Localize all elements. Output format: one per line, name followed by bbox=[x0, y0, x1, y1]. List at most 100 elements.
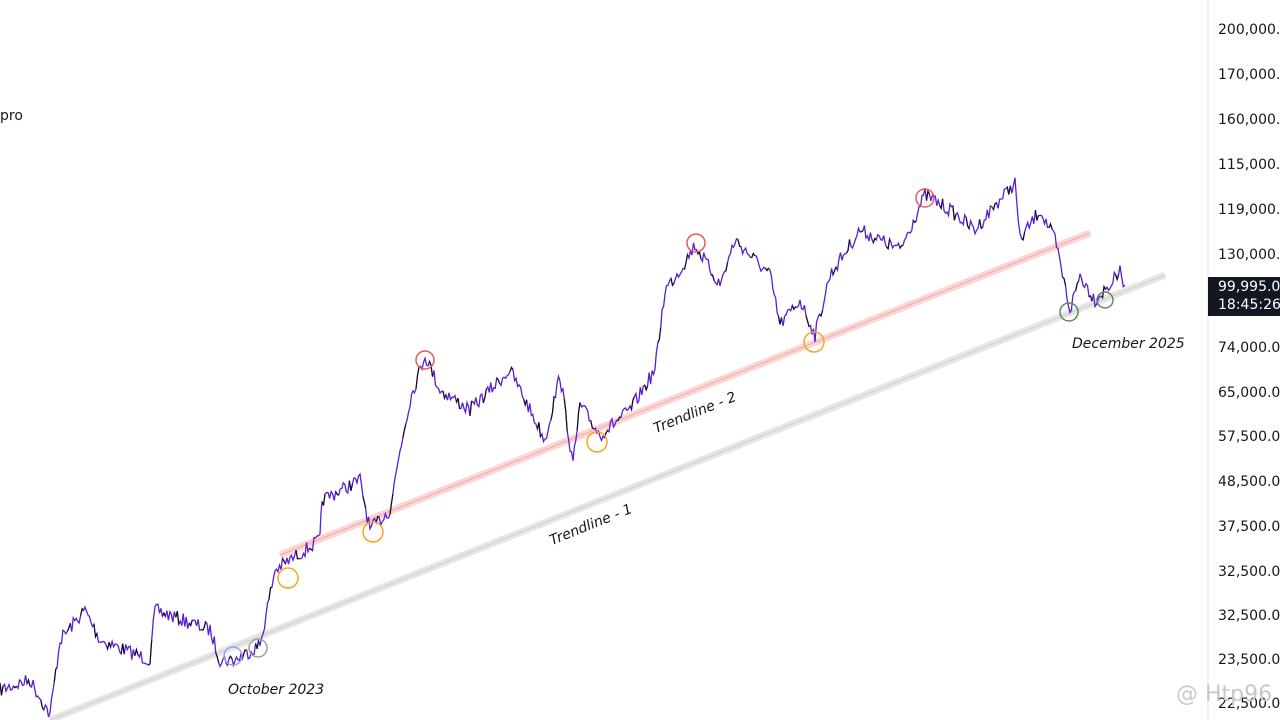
price-line bbox=[0, 177, 1126, 718]
price-line-dark bbox=[657, 327, 662, 343]
price-label: 32,500.00 bbox=[1218, 564, 1280, 580]
price-line-dark bbox=[872, 237, 877, 243]
price-line-dark bbox=[496, 377, 501, 384]
price-line-dark bbox=[268, 586, 273, 600]
price-label: 200,000.00 bbox=[1218, 22, 1280, 38]
price-line-dark bbox=[40, 699, 45, 711]
price-line-dark bbox=[724, 262, 729, 273]
price-line-dark bbox=[1075, 281, 1080, 291]
price-axis: 200,000.00 170,000.00 160,000.00 115,000.00… bbox=[1218, 22, 1280, 712]
watermark: @ Htp96 bbox=[1176, 682, 1272, 707]
price-line-dark bbox=[630, 396, 635, 410]
marker bbox=[362, 521, 384, 543]
price-line-dark bbox=[455, 398, 461, 409]
price-line-dark bbox=[859, 230, 864, 233]
price-label: 32,500.00 bbox=[1218, 608, 1280, 624]
price-line-dark bbox=[509, 366, 514, 372]
price-line-dark bbox=[751, 252, 756, 258]
price-line-dark bbox=[965, 217, 970, 230]
price-line-dark bbox=[979, 219, 983, 230]
price-line-dark bbox=[523, 399, 528, 407]
end-date: December 2025 bbox=[1072, 336, 1185, 352]
price-line-dark bbox=[309, 547, 313, 551]
price-line-dark bbox=[563, 399, 568, 432]
price-line-dark bbox=[282, 558, 286, 564]
price-label: 57,500.00 bbox=[1218, 429, 1280, 445]
price-line-dark bbox=[255, 640, 260, 649]
price-line-dark bbox=[428, 361, 434, 377]
price-line-dark bbox=[711, 274, 715, 281]
price-line-dark bbox=[482, 389, 487, 404]
price-label: 37,500.00 bbox=[1218, 519, 1280, 535]
price-line-dark bbox=[1048, 222, 1053, 229]
marker bbox=[415, 350, 435, 370]
price-line-dark bbox=[415, 367, 420, 389]
price-line-dark bbox=[791, 305, 796, 311]
trendline-1-label: Trendline - 1 bbox=[547, 501, 634, 549]
price-line-dark bbox=[188, 620, 193, 627]
price-line-dark bbox=[120, 643, 125, 655]
price-line-dark bbox=[764, 267, 769, 272]
price-label: 23,500.00 bbox=[1218, 652, 1280, 668]
price-line-dark bbox=[175, 610, 180, 625]
price-line-dark bbox=[925, 189, 930, 201]
price-line-dark bbox=[1088, 295, 1093, 302]
price-line-dark bbox=[992, 202, 997, 210]
price-label: 48,500.00 bbox=[1218, 474, 1280, 490]
price-series bbox=[0, 177, 1126, 718]
price-line-dark bbox=[107, 642, 112, 650]
price-line-dark bbox=[321, 494, 326, 506]
price-label: 22,500.00 bbox=[1218, 696, 1280, 712]
price-line-dark bbox=[469, 400, 474, 416]
marker bbox=[1059, 302, 1079, 322]
price-label: 65,000.00 bbox=[1218, 385, 1280, 401]
price-line-dark bbox=[697, 250, 702, 259]
price-line-dark bbox=[202, 621, 207, 631]
trendline-2-core bbox=[279, 232, 1091, 556]
price-line-dark bbox=[590, 420, 595, 430]
header-label: pro bbox=[0, 108, 23, 124]
price-line-dark bbox=[161, 611, 166, 617]
price-line-dark bbox=[26, 678, 31, 687]
price-line-dark bbox=[617, 416, 622, 421]
price-line-dark bbox=[335, 491, 339, 496]
price-label: 170,000.00 bbox=[1218, 67, 1280, 83]
price-line-dark bbox=[912, 220, 917, 224]
price-line-dark bbox=[1021, 232, 1026, 241]
price-line-dark bbox=[442, 391, 447, 400]
price-line-dark bbox=[1115, 274, 1120, 282]
marker bbox=[277, 567, 299, 589]
marker bbox=[1096, 291, 1114, 309]
marker bbox=[223, 646, 243, 666]
price-line-dark bbox=[1062, 276, 1067, 286]
price-label: 115,000.00 bbox=[1218, 157, 1280, 173]
price-line-dark bbox=[778, 316, 783, 325]
price-line-dark bbox=[215, 652, 220, 663]
price-line-dark bbox=[134, 647, 139, 656]
price-line-dark bbox=[0, 682, 4, 696]
price-line-dark bbox=[389, 493, 394, 515]
price-line-dark bbox=[550, 396, 555, 420]
price-line-dark bbox=[1101, 284, 1106, 299]
trendline-2-label: Trendline - 2 bbox=[651, 389, 738, 437]
price-line-dark bbox=[886, 238, 891, 251]
trendline-1-core bbox=[49, 274, 1166, 720]
price-label: 119,000.00 bbox=[1218, 202, 1280, 218]
touch-markers bbox=[223, 188, 1114, 666]
price-line-dark bbox=[228, 655, 233, 659]
marker bbox=[586, 431, 608, 453]
marker bbox=[803, 331, 825, 353]
price-line-dark bbox=[66, 623, 71, 632]
price-line-dark bbox=[93, 624, 98, 639]
price-line-dark bbox=[536, 422, 541, 437]
start-date: October 2023 bbox=[228, 682, 324, 698]
price-line-dark bbox=[53, 667, 58, 682]
price-label: 74,000.00 bbox=[1218, 340, 1280, 356]
price-label: 130,000.00 bbox=[1218, 247, 1280, 263]
price-line-dark bbox=[819, 310, 824, 318]
price-line-dark bbox=[241, 649, 246, 659]
price-line-dark bbox=[348, 480, 353, 491]
price-line-dark bbox=[952, 205, 957, 221]
price-line-dark bbox=[939, 198, 944, 210]
